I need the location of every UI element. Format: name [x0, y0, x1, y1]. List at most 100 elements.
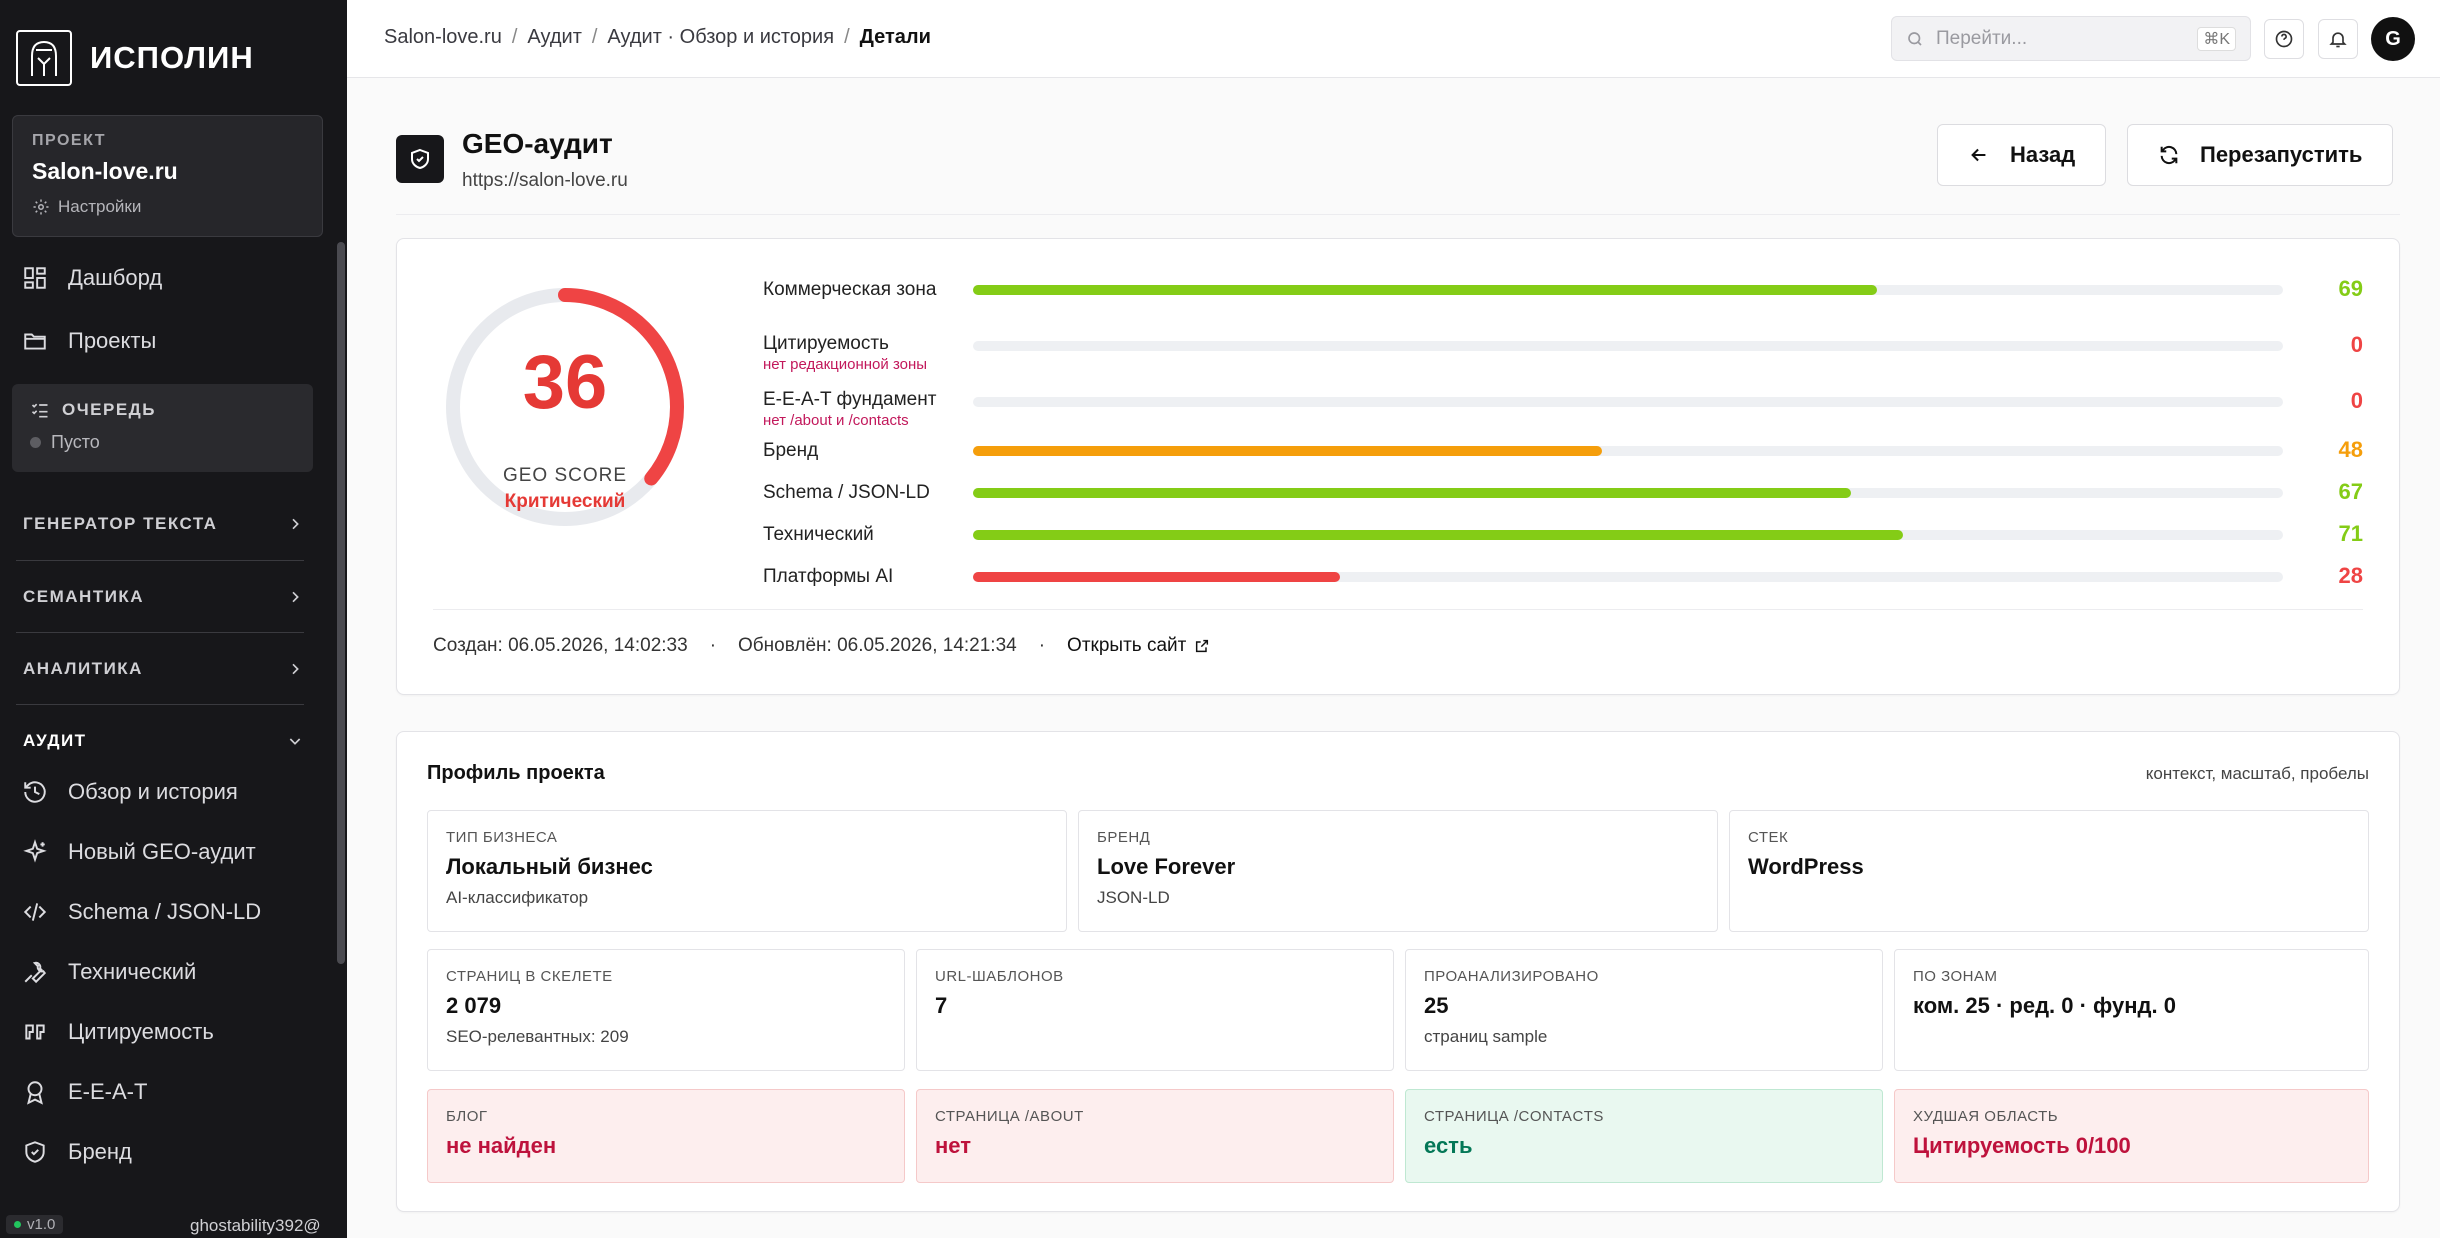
sidebar-item-citations[interactable]: Цитируемость [22, 1019, 214, 1045]
sidebar-item-label: Технический [68, 959, 197, 984]
tile-url-templates: URL-ШАБЛОНОВ 7 [916, 949, 1394, 1071]
page-shield-icon [396, 135, 444, 183]
breadcrumb-item[interactable]: Salon-love.ru [384, 26, 502, 48]
metric-bar [973, 572, 2283, 582]
search-shortcut: ⌘K [2197, 26, 2236, 51]
tile-value: Локальный бизнес [446, 854, 653, 879]
tile-blog: БЛОГ не найден [427, 1089, 905, 1183]
sidebar-scrollbar[interactable] [337, 242, 345, 964]
tile-skeleton-pages: СТРАНИЦ В СКЕЛЕТЕ 2 079 SEO-релевантных:… [427, 949, 905, 1071]
metric-bar-fill [973, 285, 1877, 295]
refresh-icon [2160, 145, 2178, 165]
tile-caption: СТЕК [1748, 829, 1789, 846]
project-switcher[interactable]: ПРОЕКТ Salon-love.ru Настройки [12, 115, 323, 237]
user-email[interactable]: ghostability392@ [190, 1216, 321, 1235]
tile-stack: СТЕК WordPress [1729, 810, 2369, 932]
sidebar-item-label: Бренд [68, 1139, 132, 1164]
sidebar-item-label: Цитируемость [68, 1019, 214, 1044]
tile-value: нет [935, 1133, 972, 1158]
status-dot-icon [30, 437, 41, 448]
tile-business-type: ТИП БИЗНЕСА Локальный бизнес AI-классифи… [427, 810, 1067, 932]
queue-title-label: ОЧЕРЕДЬ [62, 400, 157, 419]
project-profile-card: Профиль проекта контекст, масштаб, пробе… [396, 731, 2400, 1212]
tile-analyzed: ПРОАНАЛИЗИРОВАНО 25 страниц sample [1405, 949, 1883, 1071]
version-badge: v1.0 [6, 1215, 64, 1234]
tile-value: WordPress [1748, 854, 1864, 879]
open-site-link[interactable]: Открыть сайт [1067, 635, 1210, 657]
tile-contacts-page: СТРАНИЦА /CONTACTS есть [1405, 1089, 1883, 1183]
tile-value: есть [1424, 1133, 1473, 1158]
metric-label: Бренд [763, 440, 819, 461]
breadcrumb-separator: / [511, 26, 518, 48]
tile-caption: БЛОГ [446, 1108, 488, 1125]
breadcrumb-item[interactable]: Аудит [527, 26, 582, 48]
tile-sub: JSON-LD [1097, 888, 1170, 907]
group-label: АНАЛИТИКА [23, 659, 143, 678]
external-link-icon [1196, 639, 1209, 653]
project-caption: ПРОЕКТ [32, 132, 107, 149]
sidebar-divider [16, 704, 304, 705]
sidebar-item-brand[interactable]: Бренд [22, 1139, 132, 1165]
metric-value: 48 [2338, 437, 2363, 462]
help-button[interactable] [2264, 19, 2304, 59]
tile-sub: SEO-релевантных: 209 [446, 1027, 629, 1046]
tile-sub: AI-классификатор [446, 888, 589, 907]
breadcrumb-separator: / [844, 26, 850, 48]
arrow-left-icon [1971, 148, 1986, 162]
queue-panel[interactable]: ОЧЕРЕДЬ Пусто [12, 384, 313, 472]
search-input[interactable]: Перейти... ⌘K [1891, 16, 2251, 61]
group-label: АУДИТ [23, 731, 87, 750]
app-logo[interactable]: ИСПОЛИН [16, 30, 254, 86]
sidebar-item-label: E-E-A-T [68, 1079, 148, 1104]
notifications-button[interactable] [2318, 19, 2358, 59]
tile-caption: ПО ЗОНАМ [1913, 968, 1998, 985]
sidebar-group-audit[interactable]: АУДИТ [23, 731, 303, 751]
metric-bar [973, 285, 2283, 295]
queue-status: Пусто [30, 432, 295, 453]
metric-label: Цитируемость [763, 333, 889, 354]
sidebar-item-technical[interactable]: Технический [22, 959, 196, 985]
geo-score-gauge: 36 GEO SCORE Критический [437, 279, 693, 535]
tile-value: не найден [446, 1133, 557, 1158]
tile-sub: страниц sample [1424, 1027, 1548, 1046]
metric-value: 0 [2350, 332, 2363, 357]
app-name: ИСПОЛИН [90, 40, 254, 75]
sidebar-item-new-geo-audit[interactable]: Новый GEO-аудит [22, 839, 256, 865]
queue-title: ОЧЕРЕДЬ [30, 400, 295, 420]
queue-status-label: Пусто [51, 432, 100, 452]
metric-value: 28 [2338, 563, 2363, 588]
sidebar-group-analytics[interactable]: АНАЛИТИКА [23, 659, 303, 679]
sidebar-item-label: Обзор и история [68, 779, 238, 804]
avatar[interactable]: G [2371, 17, 2415, 61]
meta-separator: · [1038, 635, 1046, 656]
breadcrumb-item[interactable]: Аудит · Обзор и история [607, 26, 835, 48]
dashboard-icon [24, 267, 46, 289]
breadcrumb-separator: / [591, 26, 598, 48]
folder-icon [24, 333, 46, 350]
sidebar-item-audit-overview[interactable]: Обзор и история [22, 779, 238, 805]
tile-value: 2 079 [446, 993, 502, 1018]
sidebar-item-eeat[interactable]: E-E-A-T [22, 1079, 147, 1105]
sidebar-item-schema[interactable]: Schema / JSON-LD [22, 899, 261, 925]
back-button[interactable]: Назад [1937, 124, 2107, 186]
sidebar-item-label: Новый GEO-аудит [68, 839, 256, 864]
metric-bar [973, 530, 2283, 540]
metric-bar-fill [973, 530, 1904, 540]
sidebar: ИСПОЛИН ПРОЕКТ Salon-love.ru Настройки Д… [0, 0, 347, 1238]
project-settings-link[interactable]: Настройки [32, 197, 303, 217]
metric-value: 69 [2338, 276, 2363, 301]
project-settings-label: Настройки [58, 197, 142, 216]
gear-icon [33, 199, 49, 215]
sidebar-group-semantics[interactable]: СЕМАНТИКА [23, 587, 303, 607]
version-label: v1.0 [27, 1216, 56, 1233]
metric-value: 0 [2350, 388, 2363, 413]
code-icon [23, 903, 47, 921]
restart-button[interactable]: Перезапустить [2127, 124, 2394, 186]
project-name: Salon-love.ru [32, 158, 178, 184]
sidebar-item-projects[interactable]: Проекты [22, 328, 156, 354]
tile-caption: СТРАНИЦА /ABOUT [935, 1108, 1084, 1125]
sidebar-item-dashboard[interactable]: Дашборд [22, 265, 162, 291]
sidebar-group-text-generator[interactable]: ГЕНЕРАТОР ТЕКСТА [23, 514, 303, 534]
metric-bar [973, 488, 2283, 498]
online-dot-icon [14, 1221, 21, 1228]
